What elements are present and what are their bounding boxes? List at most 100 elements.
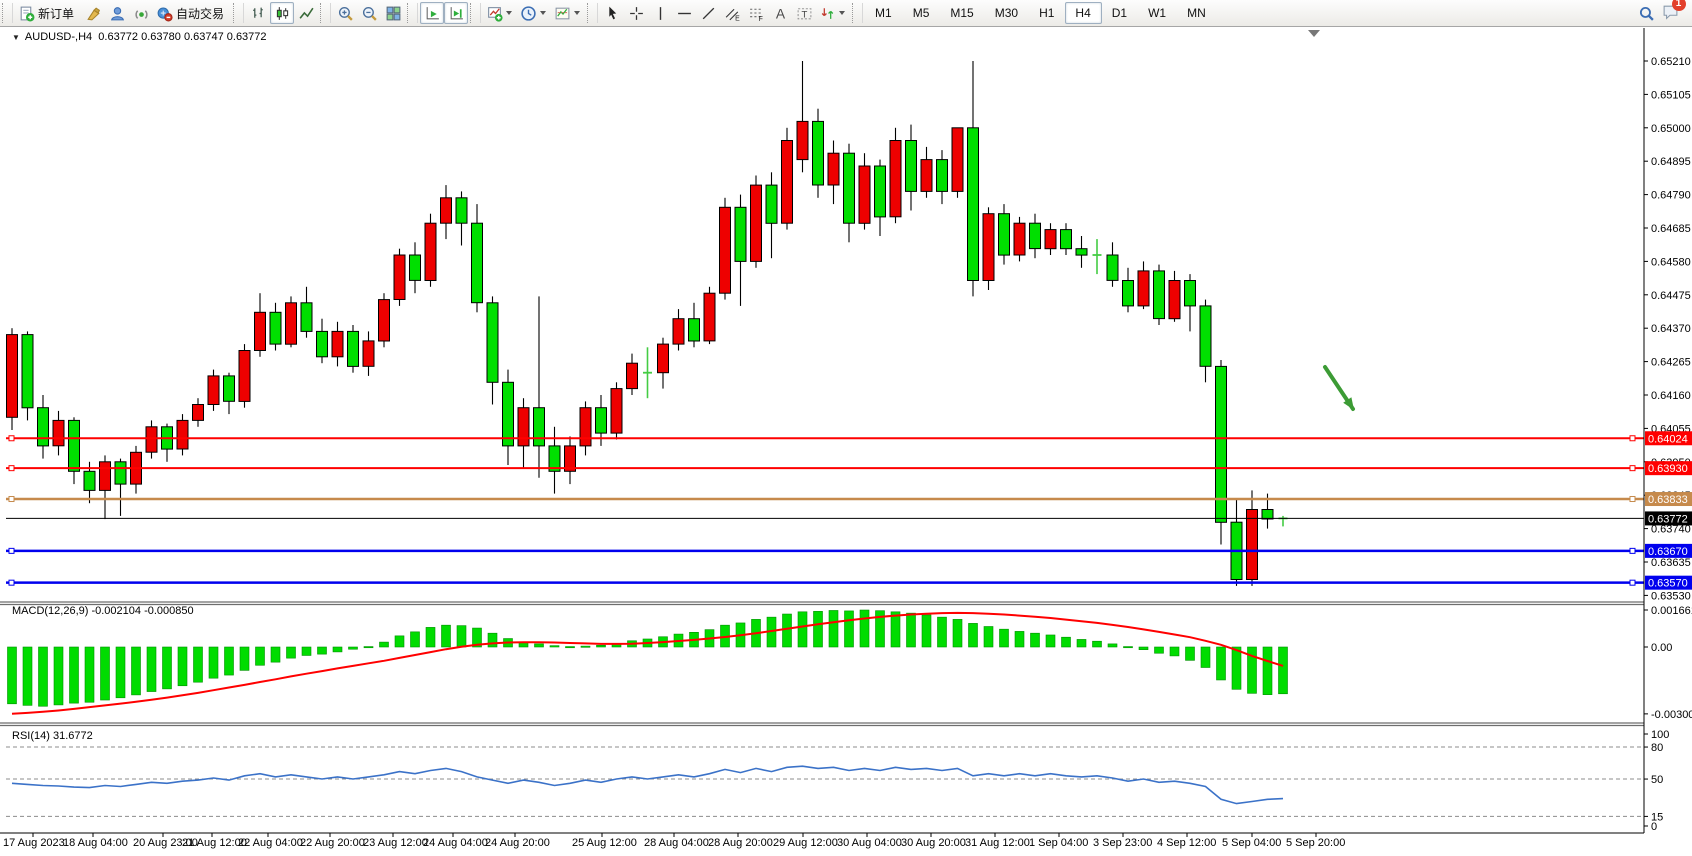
timeframe-H4-button[interactable]: H4 (1065, 2, 1102, 24)
zoom-out-button[interactable] (357, 2, 381, 24)
zoom-in-button[interactable] (333, 2, 357, 24)
chart-expander-icon[interactable]: ▼ (12, 33, 20, 42)
new-order-button[interactable]: 新订单 (15, 2, 81, 24)
tile-windows-button[interactable] (381, 2, 405, 24)
line-handle[interactable] (8, 496, 15, 503)
button-label: M15 (950, 6, 974, 20)
rsi-line (11, 765, 1284, 805)
line-handle[interactable] (1629, 579, 1636, 586)
chevron-down-icon[interactable] (839, 11, 846, 15)
line-handle[interactable] (1629, 547, 1636, 554)
price-line-badge (1645, 543, 1692, 558)
chevron-down-icon[interactable] (574, 11, 581, 15)
bar-chart-icon (250, 5, 267, 22)
price-axis-label: 0.64265 (1651, 357, 1691, 369)
crosshair-button[interactable] (624, 2, 648, 24)
label-button[interactable]: T (792, 2, 816, 24)
price-axis-label: 0.64160 (1651, 390, 1691, 402)
line-handle[interactable] (1629, 496, 1636, 503)
autoscroll-button[interactable] (420, 2, 445, 24)
text-button[interactable]: A (768, 2, 792, 24)
signal-button[interactable] (129, 2, 153, 24)
price-line-badge-label: 0.63570 (1648, 578, 1688, 590)
chat-button[interactable]: 1 (1658, 0, 1686, 24)
chart-shift-button[interactable] (444, 2, 469, 24)
time-axis-label: 5 Sep 04:00 (1222, 837, 1281, 849)
button-label: W1 (1148, 6, 1167, 20)
timeframe-D1-button[interactable]: D1 (1102, 2, 1138, 24)
chart-canvas[interactable]: 0.65210 0.65105 0.65000 0.64895 0.64790 0.646… (0, 28, 1692, 856)
button-label: D1 (1111, 6, 1128, 20)
line-handle[interactable] (8, 435, 15, 442)
cursor-icon (604, 5, 621, 22)
autotrade-button[interactable]: 自动交易 (153, 2, 231, 24)
chevron-down-icon[interactable] (540, 11, 547, 15)
symbol-title: AUDUSD-,H4 (24, 31, 93, 43)
price-axis-label: 0.64895 (1651, 156, 1691, 168)
trendline-icon (700, 5, 717, 22)
candlestick-icon (274, 5, 291, 22)
time-axis-label: 28 Aug 04:00 (644, 837, 709, 849)
channel-button[interactable]: E (720, 2, 744, 24)
paint-icon (85, 5, 102, 22)
hline-button[interactable] (672, 2, 696, 24)
button-label: M1 (875, 6, 892, 20)
chart-shift-marker[interactable] (1308, 30, 1320, 37)
timeframe-M30-button[interactable]: M30 (985, 2, 1029, 24)
timeframe-MN-button[interactable]: MN (1177, 2, 1217, 24)
price-axis-label: 0.65000 (1651, 123, 1691, 135)
periods-icon (520, 5, 537, 22)
chart-shift-icon (448, 5, 465, 22)
time-axis-label: 1 Sep 04:00 (1029, 837, 1088, 849)
button-label: M30 (994, 6, 1019, 20)
line-handle[interactable] (1629, 465, 1636, 472)
line-handle[interactable] (8, 465, 15, 472)
profile-button[interactable] (105, 2, 129, 24)
timeframe-H1-button[interactable]: H1 (1029, 2, 1065, 24)
time-axis-label: 20 Aug 23:00 (133, 837, 198, 849)
time-axis-label: 30 Aug 04:00 (837, 837, 902, 849)
toolbar-separator (587, 3, 599, 23)
price-axis-label: 0.63740 (1651, 524, 1691, 536)
timeframe-M5-button[interactable]: M5 (903, 2, 941, 24)
time-axis-label: 29 Aug 12:00 (773, 837, 838, 849)
price-axis-label: 0.63530 (1651, 590, 1691, 602)
arrow-annotation[interactable] (1323, 365, 1355, 411)
timeframe-M15-button[interactable]: M15 (940, 2, 984, 24)
chevron-down-icon[interactable] (506, 11, 513, 15)
time-axis-label: 21 Aug 12:00 (182, 837, 247, 849)
line-handle[interactable] (8, 547, 15, 554)
timeframe-W1-button[interactable]: W1 (1138, 2, 1177, 24)
periods-button[interactable] (517, 2, 551, 24)
vline-button[interactable] (648, 2, 672, 24)
cursor-button[interactable] (600, 2, 624, 24)
trendline-button[interactable] (696, 2, 720, 24)
notification-badge: 1 (1671, 0, 1686, 11)
paint-button[interactable] (81, 2, 105, 24)
line-handle[interactable] (1629, 435, 1636, 442)
zoom-out-icon (361, 5, 378, 22)
time-axis-label: 23 Aug 12:00 (363, 837, 428, 849)
button-label: 自动交易 (176, 6, 225, 21)
autoscroll-icon (424, 5, 441, 22)
toolbar-separator (320, 3, 332, 23)
indicators-button[interactable] (483, 2, 517, 24)
button-label: H4 (1075, 6, 1091, 20)
candlestick-button[interactable] (270, 2, 295, 24)
ohlc-low: 0.63747 (183, 31, 224, 43)
timeframe-M1-button[interactable]: M1 (865, 2, 903, 24)
line-handle[interactable] (8, 579, 15, 586)
arrows-button[interactable] (816, 2, 850, 24)
ohlc-high: 0.63780 (141, 31, 181, 43)
search-button[interactable] (1634, 2, 1658, 24)
ohlc-open: 0.63772 (98, 31, 139, 43)
bar-chart-button[interactable] (246, 2, 270, 24)
price-axis-label: 0.64685 (1651, 223, 1691, 235)
bid-price-badge-label: 0.63772 (1648, 513, 1688, 525)
bid-price-badge (1645, 511, 1692, 526)
templates-button[interactable] (551, 2, 585, 24)
time-axis-label: 4 Sep 12:00 (1157, 837, 1216, 849)
vline-icon (652, 5, 669, 22)
line-chart-button[interactable] (294, 2, 318, 24)
fibo-button[interactable]: F (744, 2, 768, 24)
